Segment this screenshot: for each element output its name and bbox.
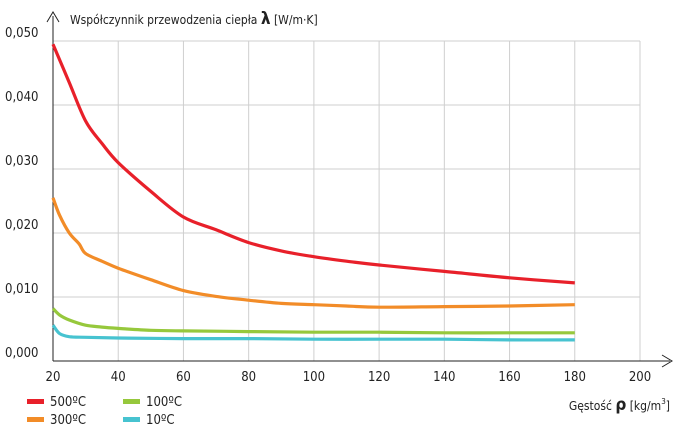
series-line-2 [51, 307, 575, 335]
legend-swatch [123, 417, 140, 422]
series-line-1 [51, 197, 575, 309]
legend-swatch [27, 417, 44, 422]
x-tick-label: 40 [111, 370, 126, 385]
ticks-layer: 20 40 60 80 100 120 140 160 180 200 0,000 0,010 0,02… [5, 26, 651, 385]
y-tick-label: 0,050 [5, 26, 38, 41]
legend-label: 100ºC [146, 395, 182, 410]
legend-swatch [123, 399, 140, 404]
legend-label: 10ºC [146, 413, 175, 428]
x-tick-label: 200 [629, 370, 651, 385]
axes-layer [46, 11, 673, 368]
y-tick-label: 0,000 [5, 346, 38, 361]
x-tick-label: 80 [241, 370, 256, 385]
series-line-3 [51, 324, 575, 342]
y-axis-title: Współczynnik przewodzenia ciepła λ [W/m·… [70, 9, 318, 29]
series-line-0 [51, 43, 575, 285]
y-tick-label: 0,020 [5, 218, 38, 233]
legend-swatch [27, 399, 44, 404]
x-tick-label: 120 [368, 370, 390, 385]
grid-layer [53, 40, 641, 361]
x-axis-arrow [661, 354, 673, 368]
legend-label: 300ºC [50, 413, 86, 428]
y-tick-label: 0,030 [5, 154, 38, 169]
x-tick-label: 100 [303, 370, 325, 385]
legend-label: 500ºC [50, 395, 86, 410]
y-tick-label: 0,010 [5, 282, 38, 297]
x-tick-label: 140 [433, 370, 455, 385]
x-tick-label: 160 [498, 370, 520, 385]
y-axis-arrow [46, 11, 60, 23]
series-layer [51, 43, 575, 342]
x-tick-label: 60 [176, 370, 191, 385]
y-tick-label: 0,040 [5, 90, 38, 105]
x-tick-label: 20 [46, 370, 61, 385]
x-tick-label: 180 [564, 370, 586, 385]
legend: 500ºC 300ºC 100ºC 10ºC [27, 395, 182, 428]
x-axis-title: Gęstość ρ [kg/m3] [569, 395, 670, 415]
